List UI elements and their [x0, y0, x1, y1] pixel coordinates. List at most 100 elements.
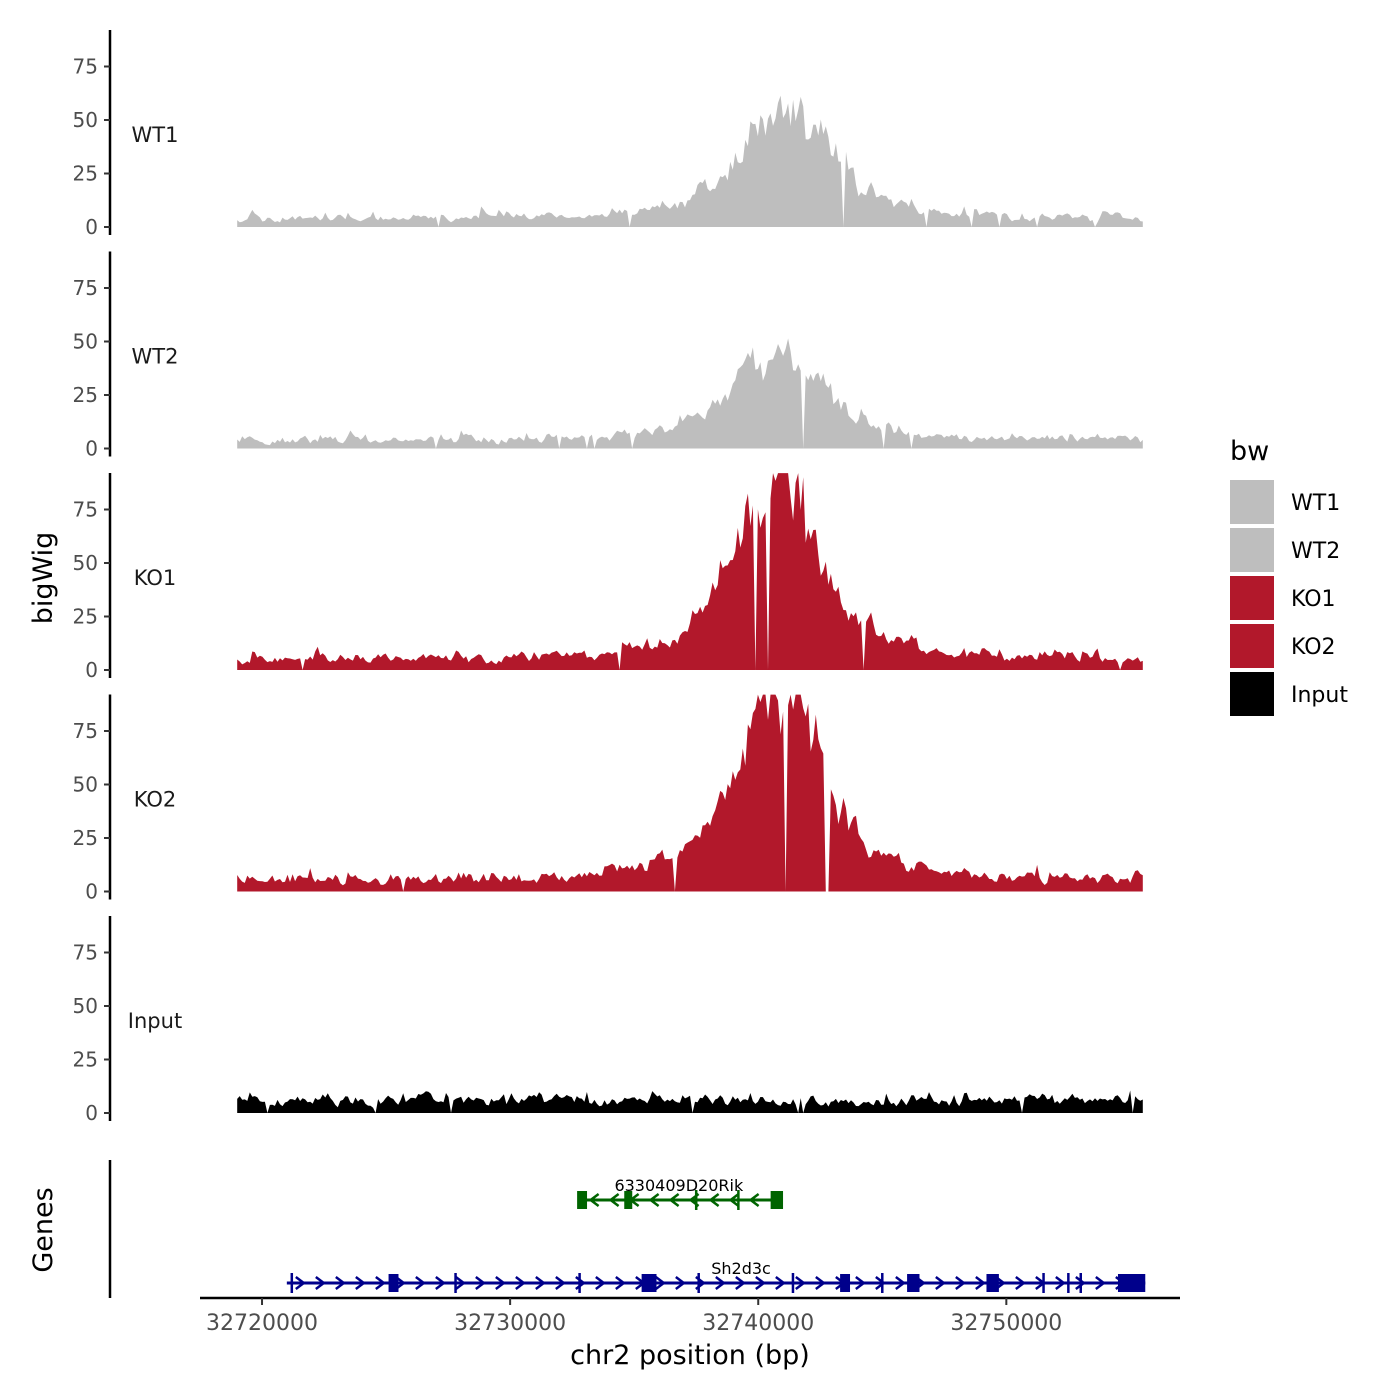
- y-tick-label: 25: [73, 1048, 98, 1072]
- strand-chevron: [595, 1276, 606, 1290]
- track-wt2: 0 25 50 75 WT2: [73, 251, 1143, 461]
- signal-area-wt2: [237, 338, 1143, 449]
- y-tick-label: 0: [85, 215, 98, 239]
- signal-tracks: 0 25 50 75 WT1 0 25 50 75 WT2 0 25 50 75 KO1 0 25 50 75 KO2…: [73, 30, 1143, 1125]
- strand-chevron: [955, 1276, 966, 1290]
- exon-block: [388, 1274, 399, 1292]
- x-axis-title: chr2 position (bp): [570, 1340, 810, 1371]
- gene-6330409d20rik: 6330409D20Rik: [577, 1176, 784, 1210]
- y-tick-label: 75: [73, 498, 98, 522]
- y-tick-label: 50: [73, 994, 98, 1018]
- strand-chevron: [668, 1193, 680, 1207]
- y-tick-label: 25: [73, 162, 98, 186]
- strand-chevron: [315, 1276, 326, 1290]
- signal-area-input: [237, 1090, 1143, 1113]
- strand-chevron: [735, 1276, 746, 1290]
- y-tick-label: 50: [73, 108, 98, 132]
- gene-name-label: Sh2d3c: [711, 1259, 771, 1278]
- legend-label-ko1: KO1: [1291, 587, 1336, 612]
- y-tick-label: 50: [73, 330, 98, 354]
- strand-chevron: [1095, 1276, 1106, 1290]
- track-label-wt1: WT1: [132, 123, 179, 147]
- track-ko1: 0 25 50 75 KO1: [73, 473, 1143, 682]
- strand-chevron: [748, 1193, 760, 1207]
- exon-block: [770, 1191, 784, 1209]
- strand-chevron: [1075, 1276, 1086, 1290]
- strand-chevron: [875, 1276, 886, 1290]
- strand-chevron: [455, 1276, 466, 1290]
- track-wt1: 0 25 50 75 WT1: [73, 30, 1143, 239]
- y-tick-label: 25: [73, 383, 98, 407]
- y-tick-label: 0: [85, 437, 98, 461]
- legend-label-wt1: WT1: [1291, 491, 1340, 516]
- strand-chevron: [648, 1193, 660, 1207]
- strand-chevron: [588, 1193, 600, 1207]
- exon-block: [907, 1274, 920, 1292]
- exon-block: [986, 1274, 999, 1292]
- legend-label-input: Input: [1291, 683, 1348, 708]
- exon-block: [1117, 1274, 1146, 1292]
- track-input: 0 25 50 75 Input: [73, 916, 1143, 1125]
- strand-chevron: [708, 1193, 720, 1207]
- y-tick-label: 50: [73, 773, 98, 797]
- strand-chevron: [935, 1276, 946, 1290]
- strand-chevron: [1015, 1276, 1026, 1290]
- x-tick-label: 32740000: [702, 1311, 814, 1336]
- y-tick-label: 75: [73, 719, 98, 743]
- genes-panel-title: Genes: [28, 1187, 59, 1272]
- x-tick-label: 32750000: [950, 1311, 1062, 1336]
- legend-swatch-wt1: [1230, 480, 1274, 524]
- y-tick-label: 75: [73, 55, 98, 79]
- strand-chevron: [295, 1276, 306, 1290]
- legend: bw WT1 WT2 KO1 KO2 Input: [1230, 436, 1348, 716]
- x-axis: 32720000 32730000 32740000 32750000: [200, 1296, 1180, 1336]
- strand-chevron: [855, 1276, 866, 1290]
- strand-chevron: [775, 1276, 786, 1290]
- strand-chevron: [435, 1276, 446, 1290]
- strand-chevron: [715, 1276, 726, 1290]
- exon-block: [577, 1191, 588, 1209]
- exon-block: [641, 1274, 657, 1292]
- gene-name-label: 6330409D20Rik: [614, 1176, 744, 1195]
- y-tick-label: 75: [73, 276, 98, 300]
- strand-chevron: [675, 1276, 686, 1290]
- y-tick-label: 0: [85, 1101, 98, 1125]
- y-tick-label: 25: [73, 605, 98, 629]
- strand-chevron: [815, 1276, 826, 1290]
- strand-chevron: [975, 1276, 986, 1290]
- strand-chevron: [555, 1276, 566, 1290]
- legend-label-wt2: WT2: [1291, 539, 1340, 564]
- legend-swatch-ko2: [1230, 624, 1274, 668]
- strand-chevron: [335, 1276, 346, 1290]
- exon-block: [624, 1191, 633, 1209]
- track-label-ko1: KO1: [134, 566, 177, 590]
- legend-swatch-ko1: [1230, 576, 1274, 620]
- strand-chevron: [515, 1276, 526, 1290]
- signal-area-ko2: [237, 694, 1143, 892]
- track-label-input: Input: [128, 1009, 182, 1033]
- strand-chevron: [535, 1276, 546, 1290]
- strand-chevron: [415, 1276, 426, 1290]
- strand-chevron: [655, 1276, 666, 1290]
- signal-area-wt1: [237, 95, 1143, 227]
- genes-panel: 6330409D20Rik Sh2d3c: [108, 1160, 1146, 1298]
- strand-chevron: [395, 1276, 406, 1290]
- y-tick-label: 0: [85, 880, 98, 904]
- track-ko2: 0 25 50 75 KO2: [73, 694, 1143, 904]
- x-tick-label: 32720000: [206, 1311, 318, 1336]
- y-tick-label: 0: [85, 658, 98, 682]
- legend-label-ko2: KO2: [1291, 635, 1336, 660]
- y-tick-label: 75: [73, 941, 98, 965]
- strand-chevron: [755, 1276, 766, 1290]
- exon-block: [840, 1274, 851, 1292]
- signal-area-ko1: [237, 473, 1143, 670]
- y-tick-label: 25: [73, 826, 98, 850]
- strand-chevron: [795, 1276, 806, 1290]
- x-tick-label: 32730000: [454, 1311, 566, 1336]
- strand-chevron: [475, 1276, 486, 1290]
- y-tick-label: 50: [73, 551, 98, 575]
- strand-chevron: [355, 1276, 366, 1290]
- legend-swatch-input: [1230, 672, 1274, 716]
